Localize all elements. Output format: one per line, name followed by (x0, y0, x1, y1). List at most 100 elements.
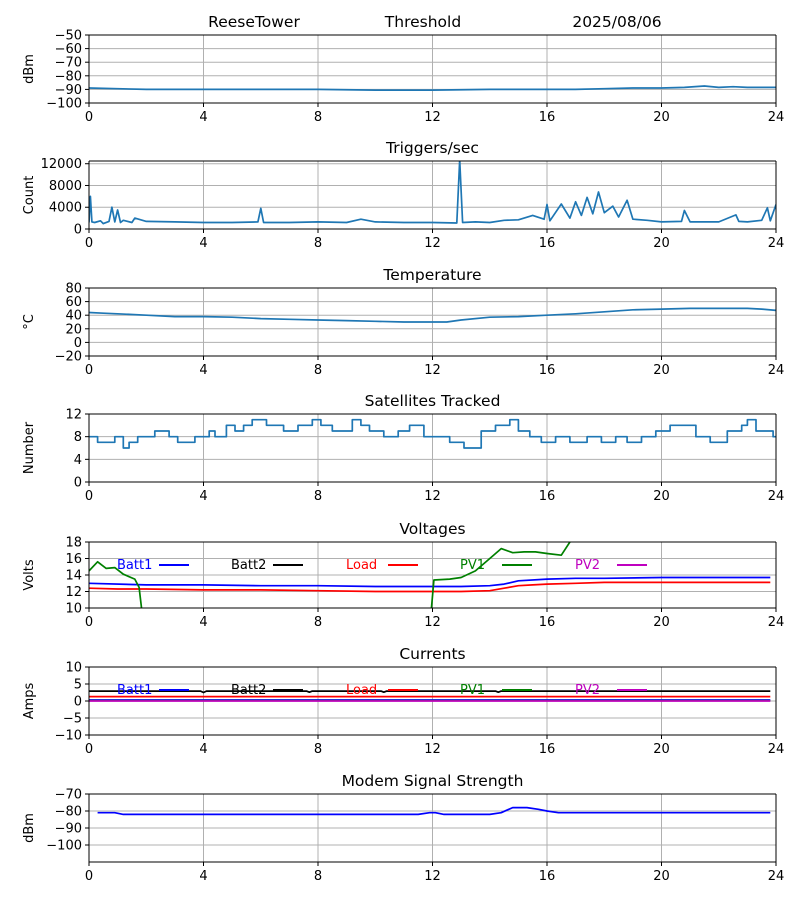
y-tick-label: −60 (55, 42, 82, 57)
x-tick-label: 20 (653, 869, 670, 884)
legend-label-batt2: Batt2 (231, 558, 266, 573)
y-tick-label: −100 (46, 839, 82, 854)
x-tick-label: 12 (424, 869, 441, 884)
y-tick-label: −70 (55, 788, 82, 803)
x-tick-label: 20 (653, 489, 670, 504)
y-tick-label: −100 (46, 97, 82, 112)
y-tick-label: −90 (55, 83, 82, 98)
x-tick-label: 16 (539, 363, 556, 378)
x-tick-label: 16 (539, 110, 556, 125)
x-tick-label: 4 (199, 742, 207, 757)
legend-label-pv1: PV1 (460, 558, 485, 573)
chart-triggers: 0 4 8 12 16 20 24 0 4000 8000 12000 Triggers/sec Cou… (22, 139, 784, 251)
legend-label-load: Load (346, 683, 377, 698)
x-tick-label: 12 (424, 615, 441, 630)
x-tick-label: 24 (768, 110, 785, 125)
x-tick-label: 0 (85, 489, 93, 504)
y-tick-label: 40 (65, 309, 82, 324)
x-tick-label: 8 (314, 615, 322, 630)
x-tick-label: 16 (539, 615, 556, 630)
series-line-0 (89, 307, 776, 323)
x-tick-label: 8 (314, 869, 322, 884)
legend-label-pv2: PV2 (575, 683, 600, 698)
series-line-0 (89, 85, 776, 91)
chart-title: Triggers/sec (385, 139, 479, 157)
y-tick-label: 12000 (41, 157, 82, 172)
x-tick-label: 4 (199, 363, 207, 378)
legend-label-batt1: Batt1 (117, 683, 152, 698)
chart-title: Voltages (399, 520, 465, 538)
series-line-batt2 (89, 690, 771, 694)
y-tick-label: −90 (55, 822, 82, 837)
x-tick-label: 20 (653, 110, 670, 125)
x-tick-label: 8 (314, 363, 322, 378)
x-tick-label: 8 (314, 236, 322, 251)
header-panel: Threshold (384, 13, 461, 31)
x-tick-label: 20 (653, 236, 670, 251)
x-tick-label: 24 (768, 615, 785, 630)
x-tick-label: 12 (424, 489, 441, 504)
y-tick-label: 10 (65, 661, 82, 676)
x-tick-label: 8 (314, 110, 322, 125)
series-line-pv1 (89, 542, 572, 608)
y-tick-label: −5 (63, 712, 82, 727)
y-axis-label: dBm (22, 54, 37, 84)
x-tick-label: 8 (314, 489, 322, 504)
y-tick-label: 0 (74, 223, 82, 238)
y-tick-label: −80 (55, 69, 82, 84)
y-tick-label: 80 (65, 282, 82, 297)
x-tick-label: 0 (85, 236, 93, 251)
y-tick-label: 10 (65, 602, 82, 617)
y-tick-label: 8 (74, 430, 82, 445)
x-tick-label: 12 (424, 110, 441, 125)
x-tick-label: 24 (768, 742, 785, 757)
legend-label-batt2: Batt2 (231, 683, 266, 698)
series-line-0 (89, 418, 776, 449)
y-tick-label: 12 (65, 408, 82, 423)
legend-label-pv2: PV2 (575, 558, 600, 573)
x-tick-label: 24 (768, 489, 785, 504)
y-tick-label: −70 (55, 56, 82, 71)
y-tick-label: −10 (55, 729, 82, 744)
y-tick-label: 4 (74, 453, 82, 468)
y-tick-label: 20 (65, 322, 82, 337)
y-tick-label: 0 (74, 476, 82, 491)
y-tick-label: 0 (74, 695, 82, 710)
y-tick-label: 60 (65, 295, 82, 310)
x-tick-label: 4 (199, 489, 207, 504)
y-tick-label: 4000 (49, 201, 82, 216)
x-tick-label: 0 (85, 363, 93, 378)
x-tick-label: 4 (199, 615, 207, 630)
header-date: 2025/08/06 (572, 13, 661, 31)
header-station: ReeseTower (208, 13, 300, 31)
y-axis-label: dBm (22, 813, 37, 843)
x-tick-label: 4 (199, 110, 207, 125)
chart-title: Satellites Tracked (365, 392, 501, 410)
x-tick-label: 0 (85, 110, 93, 125)
y-axis-label: Count (22, 176, 37, 215)
y-tick-label: −80 (55, 805, 82, 820)
x-tick-label: 24 (768, 869, 785, 884)
series-line-load (89, 581, 771, 593)
legend-label-batt1: Batt1 (117, 558, 152, 573)
x-tick-label: 16 (539, 742, 556, 757)
y-tick-label: 16 (65, 552, 82, 567)
x-tick-label: 0 (85, 869, 93, 884)
y-tick-label: 14 (65, 569, 82, 584)
chart-title: Modem Signal Strength (342, 772, 524, 790)
y-tick-label: −50 (55, 29, 82, 44)
chart-threshold: 0 4 8 12 16 20 24 −100−90−80−70−60−50 dBm (22, 29, 784, 126)
x-tick-label: 24 (768, 363, 785, 378)
y-axis-label: Number (22, 421, 37, 474)
x-tick-label: 12 (424, 742, 441, 757)
x-tick-label: 24 (768, 236, 785, 251)
chart-title: Temperature (382, 266, 481, 284)
x-tick-label: 12 (424, 236, 441, 251)
x-tick-label: 16 (539, 489, 556, 504)
series-line-0 (97, 806, 771, 816)
y-axis-label: °C (22, 314, 37, 330)
